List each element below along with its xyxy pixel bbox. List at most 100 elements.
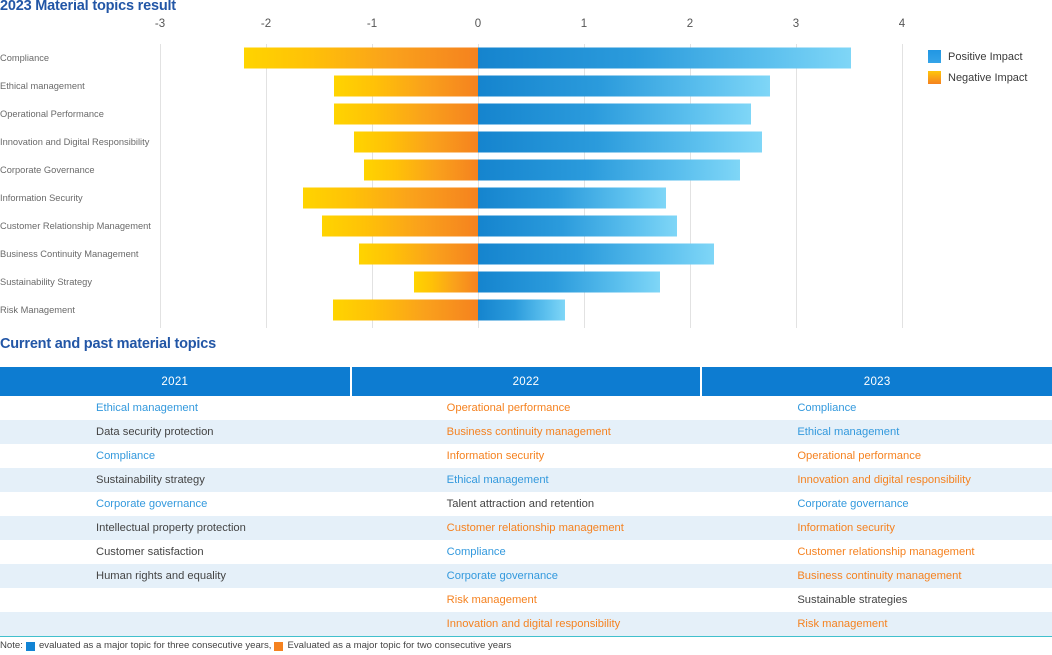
legend-item-negative: Negative Impact <box>928 71 1027 84</box>
x-axis-tick--3: -3 <box>154 18 166 30</box>
x-axis-tick-1: 1 <box>580 18 588 30</box>
table-row: Compliance Information security Operationa… <box>0 444 1052 468</box>
topic-label: Customer satisfaction <box>96 546 204 558</box>
chart-legend: Positive Impact Negative Impact <box>928 50 1027 92</box>
table-cell: Talent attraction and retention <box>350 492 702 516</box>
table-header-row: 2021 2022 2023 <box>0 367 1052 396</box>
gridline-3 <box>796 44 797 328</box>
table-cell: Sustainable strategies <box>701 588 1052 612</box>
category-label: Compliance <box>0 52 50 63</box>
column-header-2021: 2021 <box>0 367 352 396</box>
table-cell: Ethical management <box>0 396 351 420</box>
topic-label: Information security <box>446 450 545 462</box>
table-cell: Data security protection <box>0 420 351 444</box>
table-row: Corporate governance Talent attraction an… <box>0 492 1052 516</box>
gridline-0 <box>478 44 479 328</box>
table-cell: Ethical management <box>350 468 702 492</box>
table-row: Risk management Sustainable strategies <box>0 588 1052 612</box>
table-row: Customer satisfaction Compliance Customer … <box>0 540 1052 564</box>
table-cell: Operational performance <box>701 444 1052 468</box>
table-cell <box>0 588 351 612</box>
table-row: Intellectual property protection Customer… <box>0 516 1052 540</box>
category-label: Business Continuity Management <box>0 248 139 259</box>
bar-positive <box>478 159 740 180</box>
table-cell: Corporate governance <box>350 564 702 588</box>
table-cell: Operational performance <box>350 396 702 420</box>
gridline-4 <box>902 44 903 328</box>
topic-label: Corporate governance <box>446 570 558 582</box>
topic-label: Operational performance <box>797 450 922 462</box>
category-label: Operational Performance <box>0 108 104 119</box>
topic-label: Risk management <box>797 618 888 630</box>
table-cell: Business continuity management <box>350 420 702 444</box>
table-cell: Risk management <box>701 612 1052 637</box>
category-label: Sustainability Strategy <box>0 276 92 287</box>
bar-negative <box>333 75 478 96</box>
table-footnote: Note: evaluated as a major topic for thr… <box>0 640 511 651</box>
note-orange-swatch-icon <box>274 642 284 651</box>
table-cell: Customer relationship management <box>701 540 1052 564</box>
table-cell: Customer satisfaction <box>0 540 351 564</box>
gridline--2 <box>266 44 267 328</box>
table-row: Ethical management Operational performanc… <box>0 396 1052 420</box>
topic-label: Compliance <box>797 402 857 414</box>
bar-negative <box>322 215 478 236</box>
bar-positive <box>478 103 752 124</box>
table-cell: Risk management <box>350 588 702 612</box>
bar-negative <box>414 271 478 292</box>
category-label: Information Security <box>0 192 83 203</box>
table-cell: Intellectual property protection <box>0 516 351 540</box>
bar-negative <box>333 103 478 124</box>
positive-impact-swatch-icon <box>928 50 941 63</box>
table-cell: Information security <box>350 444 702 468</box>
table-cell: Innovation and digital responsibility <box>701 468 1052 492</box>
note-orange-text: Evaluated as a major topic for two conse… <box>287 640 512 651</box>
topic-label: Ethical management <box>797 426 900 438</box>
category-label: Innovation and Digital Responsibility <box>0 136 150 147</box>
table-cell: Business continuity management <box>701 564 1052 588</box>
table-row: Innovation and digital responsibility Ris… <box>0 612 1052 637</box>
legend-item-positive: Positive Impact <box>928 50 1027 63</box>
topic-label: Corporate governance <box>96 498 208 510</box>
table-cell: Innovation and digital responsibility <box>350 612 702 637</box>
table-cell: Sustainability strategy <box>0 468 351 492</box>
x-axis-tick-0: 0 <box>474 18 482 30</box>
table-cell: Human rights and equality <box>0 564 351 588</box>
table-cell: Corporate governance <box>0 492 351 516</box>
legend-label-negative: Negative Impact <box>948 71 1028 84</box>
note-blue-text: evaluated as a major topic for three con… <box>38 640 272 651</box>
topic-label: Talent attraction and retention <box>446 498 595 510</box>
topic-label: Sustainability strategy <box>96 474 205 486</box>
bar-positive <box>478 215 678 236</box>
table-row: Human rights and equality Corporate gover… <box>0 564 1052 588</box>
current-and-past-material-topics-table: 2021 2022 2023 Ethical management Operati… <box>0 367 1052 637</box>
material-topics-bar-chart: -3 -2 -1 0 1 2 3 4 Compliance Ethical management… <box>0 18 1052 328</box>
bar-negative <box>332 299 478 320</box>
negative-impact-swatch-icon <box>928 71 941 84</box>
table-header: 2021 2022 2023 <box>0 367 1052 396</box>
gridline-1 <box>584 44 585 328</box>
x-axis-tick--1: -1 <box>366 18 378 30</box>
bar-negative <box>243 47 478 68</box>
chart-title: 2023 Material topics result <box>0 0 176 14</box>
note-prefix: Note: <box>0 640 23 651</box>
table-cell: Compliance <box>350 540 702 564</box>
bar-negative <box>353 131 478 152</box>
bar-positive <box>478 75 770 96</box>
x-axis-tick-4: 4 <box>898 18 906 30</box>
topic-label: Customer relationship management <box>797 546 975 558</box>
topic-label: Corporate governance <box>797 498 909 510</box>
x-axis-tick-2: 2 <box>686 18 694 30</box>
category-label: Customer Relationship Management <box>0 220 151 231</box>
topic-label: Information security <box>797 522 895 534</box>
table-row: Sustainability strategy Ethical managemen… <box>0 468 1052 492</box>
topic-label: Innovation and digital responsibility <box>446 618 621 630</box>
topic-label: Ethical management <box>446 474 549 486</box>
bar-positive <box>478 271 661 292</box>
table-cell <box>0 612 351 637</box>
topic-label: Business continuity management <box>446 426 611 438</box>
topic-label: Operational performance <box>446 402 571 414</box>
bar-positive <box>478 299 565 320</box>
topic-label: Compliance <box>446 546 506 558</box>
topic-label: Innovation and digital responsibility <box>797 474 971 486</box>
